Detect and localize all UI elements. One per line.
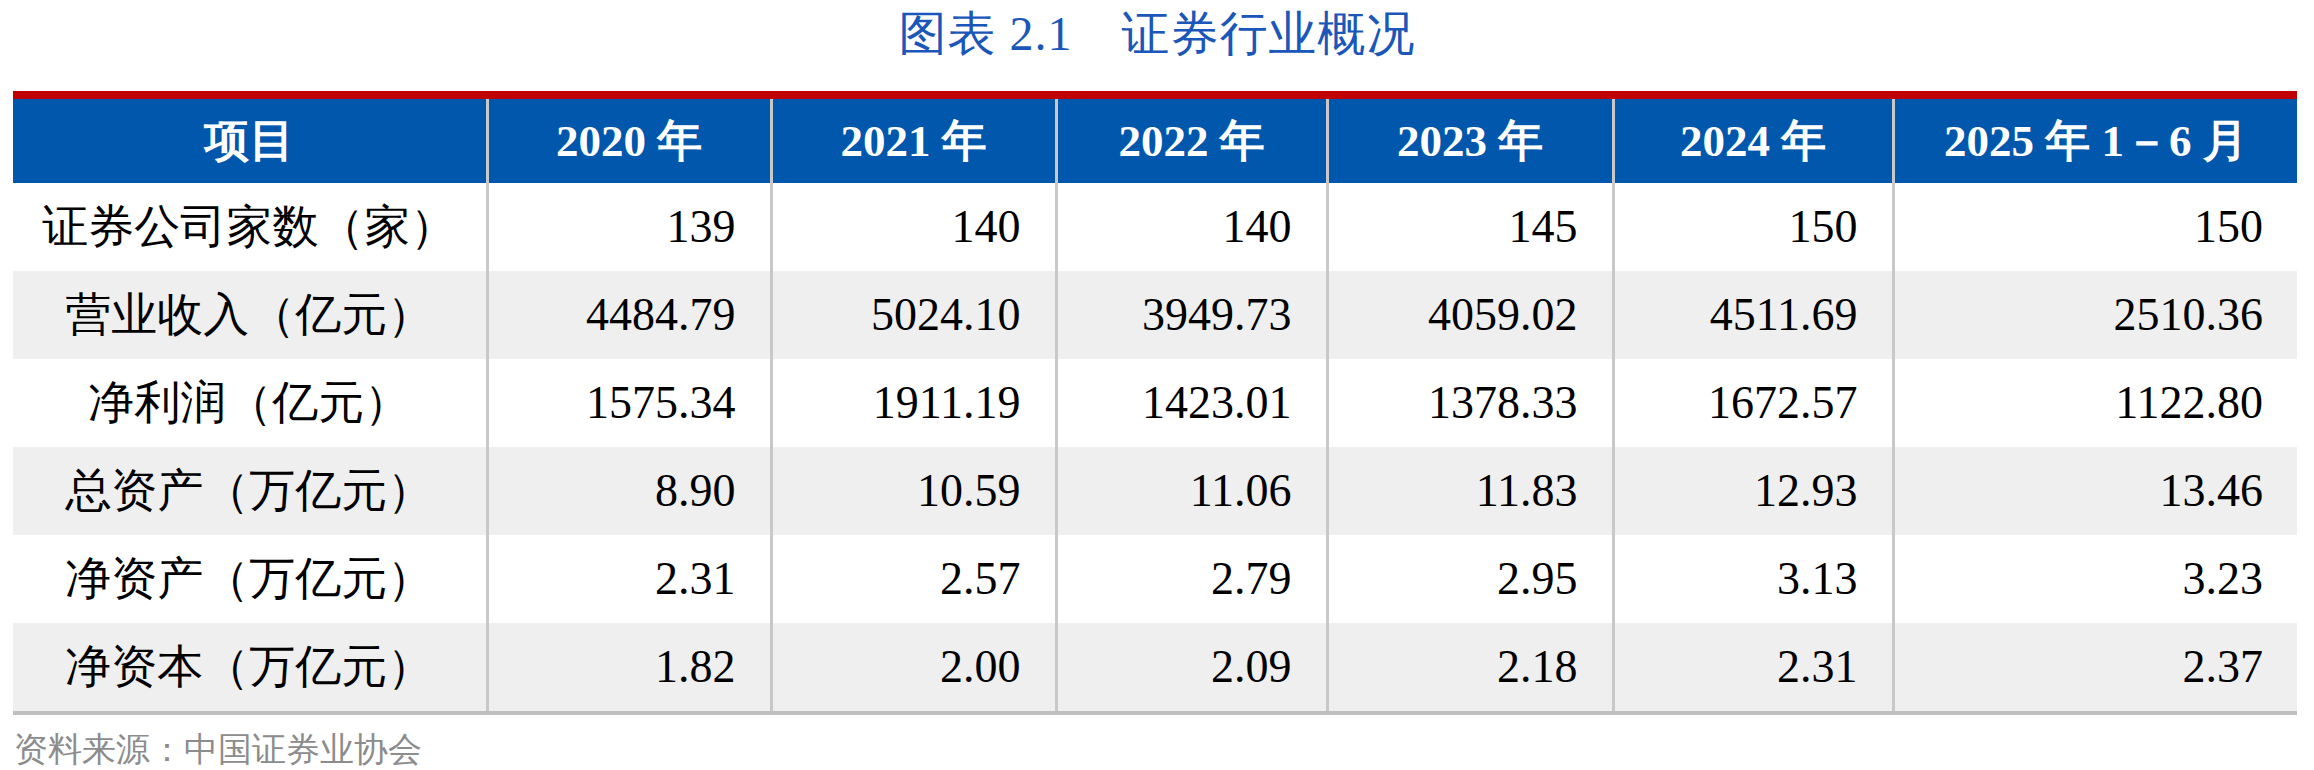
value-cell: 2.31	[487, 535, 771, 623]
value-cell: 145	[1327, 183, 1613, 271]
value-cell: 4484.79	[487, 271, 771, 359]
value-cell: 3.13	[1613, 535, 1893, 623]
row-label-cell: 总资产（万亿元）	[13, 447, 487, 535]
table-row: 总资产（万亿元）8.9010.5911.0611.8312.9313.46	[13, 447, 2297, 535]
value-cell: 1378.33	[1327, 359, 1613, 447]
value-cell: 1672.57	[1613, 359, 1893, 447]
value-cell: 2.37	[1893, 623, 2297, 713]
row-label-cell: 净资本（万亿元）	[13, 623, 487, 713]
column-header-period: 2020 年	[487, 99, 771, 183]
source-note: 资料来源：中国证券业协会	[14, 727, 2314, 770]
value-cell: 11.06	[1056, 447, 1327, 535]
value-cell: 2.31	[1613, 623, 1893, 713]
column-header-period: 2025 年 1－6 月	[1893, 99, 2297, 183]
value-cell: 2.09	[1056, 623, 1327, 713]
value-cell: 150	[1893, 183, 2297, 271]
value-cell: 140	[771, 183, 1056, 271]
value-cell: 1575.34	[487, 359, 771, 447]
industry-table-container: 项目2020 年2021 年2022 年2023 年2024 年2025 年 1…	[13, 91, 2297, 715]
row-label-cell: 证券公司家数（家）	[13, 183, 487, 271]
table-header-row: 项目2020 年2021 年2022 年2023 年2024 年2025 年 1…	[13, 99, 2297, 183]
value-cell: 2.00	[771, 623, 1056, 713]
value-cell: 1911.19	[771, 359, 1056, 447]
value-cell: 12.93	[1613, 447, 1893, 535]
value-cell: 140	[1056, 183, 1327, 271]
value-cell: 1122.80	[1893, 359, 2297, 447]
column-header-item: 项目	[13, 99, 487, 183]
value-cell: 13.46	[1893, 447, 2297, 535]
table-body: 证券公司家数（家）139140140145150150营业收入（亿元）4484.…	[13, 183, 2297, 713]
value-cell: 1423.01	[1056, 359, 1327, 447]
value-cell: 2.79	[1056, 535, 1327, 623]
value-cell: 4511.69	[1613, 271, 1893, 359]
column-header-period: 2024 年	[1613, 99, 1893, 183]
value-cell: 150	[1613, 183, 1893, 271]
value-cell: 2.57	[771, 535, 1056, 623]
column-header-period: 2023 年	[1327, 99, 1613, 183]
value-cell: 139	[487, 183, 771, 271]
table-row: 净资产（万亿元）2.312.572.792.953.133.23	[13, 535, 2297, 623]
page-title: 图表 2.1 证券行业概况	[0, 0, 2314, 61]
table-row: 净资本（万亿元）1.822.002.092.182.312.37	[13, 623, 2297, 713]
value-cell: 8.90	[487, 447, 771, 535]
row-label-cell: 净资产（万亿元）	[13, 535, 487, 623]
value-cell: 3949.73	[1056, 271, 1327, 359]
row-label-cell: 净利润（亿元）	[13, 359, 487, 447]
column-header-period: 2022 年	[1056, 99, 1327, 183]
table-top-accent-bar	[13, 91, 2297, 99]
value-cell: 5024.10	[771, 271, 1056, 359]
value-cell: 10.59	[771, 447, 1056, 535]
table-row: 营业收入（亿元）4484.795024.103949.734059.024511…	[13, 271, 2297, 359]
value-cell: 4059.02	[1327, 271, 1613, 359]
value-cell: 2.18	[1327, 623, 1613, 713]
value-cell: 2510.36	[1893, 271, 2297, 359]
value-cell: 2.95	[1327, 535, 1613, 623]
industry-overview-table: 项目2020 年2021 年2022 年2023 年2024 年2025 年 1…	[13, 99, 2297, 715]
value-cell: 3.23	[1893, 535, 2297, 623]
value-cell: 1.82	[487, 623, 771, 713]
value-cell: 11.83	[1327, 447, 1613, 535]
table-row: 净利润（亿元）1575.341911.191423.011378.331672.…	[13, 359, 2297, 447]
row-label-cell: 营业收入（亿元）	[13, 271, 487, 359]
column-header-period: 2021 年	[771, 99, 1056, 183]
table-row: 证券公司家数（家）139140140145150150	[13, 183, 2297, 271]
